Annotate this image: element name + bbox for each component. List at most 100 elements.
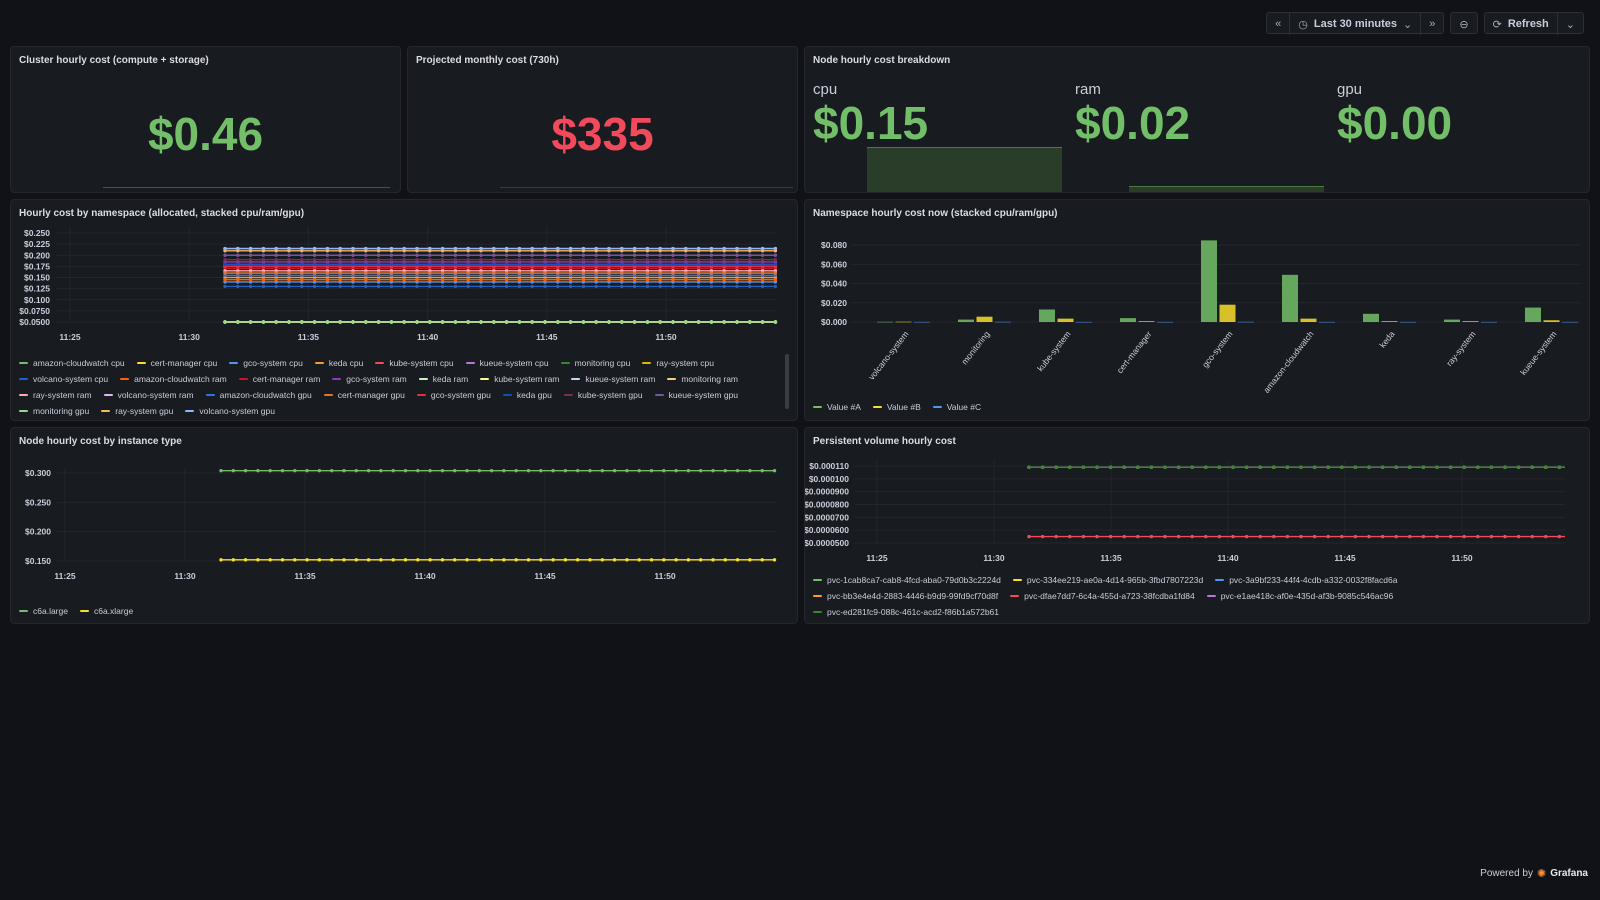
legend-item[interactable]: amazon-cloudwatch cpu	[19, 358, 125, 368]
legend-item[interactable]: ray-system ram	[19, 390, 92, 400]
legend-label: cert-manager cpu	[150, 358, 218, 368]
data-point	[632, 258, 637, 262]
legend-label: Value #A	[827, 402, 861, 412]
time-range-picker[interactable]: ◷ Last 30 minutes ⌄	[1290, 13, 1422, 35]
data-point	[1204, 465, 1208, 469]
data-point	[620, 271, 624, 275]
legend-item[interactable]: c6a.large	[19, 606, 68, 616]
legend-item[interactable]: kube-system ram	[480, 374, 559, 384]
data-point	[236, 246, 240, 251]
legend-item[interactable]: pvc-3a9bf233-44f4-4cdb-a332-0032f8facd6a	[1215, 575, 1397, 585]
legend-item[interactable]: Value #B	[872, 402, 921, 412]
data-point	[711, 558, 715, 562]
data-point	[415, 253, 419, 257]
data-point	[479, 271, 483, 275]
legend-item[interactable]: kueue-system gpu	[654, 390, 738, 400]
data-point	[453, 253, 458, 257]
legend-item[interactable]: kueue-system ram	[571, 374, 655, 384]
legend-item[interactable]: pvc-bb3e4e4d-2883-4446-b9d9-99fd9cf70d8f	[813, 591, 998, 601]
legend-item[interactable]: kueue-system cpu	[465, 358, 549, 368]
panel-pv-hourly-cost[interactable]: Persistent volume hourly cost $0.000110 $…	[804, 427, 1590, 624]
panel-cluster-hourly-cost[interactable]: Cluster hourly cost (compute + storage) …	[10, 46, 401, 193]
legend-item[interactable]: kube-system gpu	[563, 390, 643, 400]
data-point	[1448, 534, 1453, 539]
data-point	[671, 278, 675, 282]
legend-item[interactable]: kube-system cpu	[375, 358, 454, 368]
legend-item[interactable]: Value #C	[932, 402, 981, 412]
data-point	[274, 253, 278, 257]
legend-item[interactable]: monitoring gpu	[19, 406, 89, 416]
panel-node-cost-breakdown[interactable]: Node hourly cost breakdown cpu $0.15 ram…	[804, 46, 1590, 193]
panel-instance-type-cost[interactable]: Node hourly cost by instance type $0.300…	[10, 427, 798, 624]
data-point	[453, 320, 458, 324]
legend-item[interactable]: cert-manager gpu	[323, 390, 405, 400]
data-point	[671, 271, 675, 275]
y-tick-label: $0.040	[821, 279, 847, 289]
legend-item[interactable]: ray-system gpu	[101, 406, 173, 416]
legend-item[interactable]: volcano-system gpu	[185, 406, 275, 416]
data-point	[699, 468, 703, 473]
time-back-button[interactable]: «	[1267, 13, 1291, 35]
legend-swatch	[813, 594, 822, 598]
legend-swatch	[560, 361, 570, 365]
time-forward-button[interactable]: »	[1421, 13, 1443, 35]
legend-item[interactable]: amazon-cloudwatch gpu	[205, 390, 312, 400]
refresh-interval-dropdown[interactable]: ⌄	[1558, 13, 1583, 35]
legend-label: cert-manager gpu	[337, 390, 405, 400]
legend-item[interactable]: keda cpu	[314, 358, 363, 368]
legend-item[interactable]: ray-system cpu	[642, 358, 714, 368]
legend-swatch	[101, 409, 111, 413]
legend-swatch	[19, 361, 28, 365]
data-point	[1136, 534, 1140, 539]
data-point	[773, 284, 778, 289]
data-point	[612, 558, 617, 562]
data-point	[543, 258, 547, 262]
data-point	[1448, 465, 1453, 469]
legend-item[interactable]: pvc-334ee219-ae0a-4d14-965b-3fbd7807223d	[1012, 575, 1203, 585]
data-point	[530, 246, 534, 251]
data-point	[568, 284, 573, 289]
legend-item[interactable]: pvc-dfae7dd7-6c4a-455d-a723-38fcdba1fd84	[1010, 591, 1195, 601]
data-point	[581, 262, 586, 266]
data-point	[243, 468, 248, 473]
panel-ns-cost-now-bar[interactable]: Namespace hourly cost now (stacked cpu/r…	[804, 199, 1590, 421]
legend-item[interactable]: amazon-cloudwatch ram	[120, 374, 227, 384]
data-point	[504, 278, 509, 282]
data-point	[1081, 534, 1086, 539]
legend-label: volcano-system gpu	[199, 406, 275, 416]
legend-swatch	[1215, 578, 1225, 582]
legend-item[interactable]: gco-system cpu	[229, 358, 303, 368]
legend-item[interactable]: pvc-1cab8ca7-cab8-4fcd-aba0-79d0b3c2224d	[813, 575, 1001, 585]
data-point	[1272, 534, 1276, 539]
legend-item[interactable]: keda gpu	[502, 390, 552, 400]
legend-item[interactable]: pvc-e1ae418c-af0e-435d-af3b-9085c546ac96	[1206, 591, 1393, 601]
legend-item[interactable]: pvc-ed281fc9-088c-461c-acd2-f86b1a572b61	[813, 607, 999, 617]
legend-item[interactable]: gco-system gpu	[416, 390, 491, 400]
legend-item[interactable]: cert-manager cpu	[136, 358, 218, 368]
zoom-out-button[interactable]: ⊖	[1451, 13, 1476, 35]
panel-projected-monthly-cost[interactable]: Projected monthly cost (730h) $335	[407, 46, 798, 193]
legend-item[interactable]: monitoring ram	[667, 374, 738, 384]
legend-item[interactable]: volcano-system cpu	[19, 374, 108, 384]
data-point	[440, 253, 445, 257]
data-point	[711, 468, 715, 473]
panel-ns-hourly-cost-timeseries[interactable]: Hourly cost by namespace (allocated, sta…	[10, 199, 798, 421]
legend-label: amazon-cloudwatch gpu	[219, 390, 312, 400]
data-point	[391, 558, 395, 562]
x-tick-label: 11:45	[1334, 553, 1356, 563]
bar	[1462, 321, 1479, 322]
refresh-button[interactable]: ⟳ Refresh	[1485, 13, 1558, 35]
legend-item[interactable]: gco-system ram	[332, 374, 407, 384]
legend-scrollbar[interactable]	[785, 354, 789, 409]
legend-item[interactable]: cert-manager ram	[238, 374, 320, 384]
data-point	[248, 253, 253, 257]
data-point	[1054, 534, 1058, 539]
bar	[1363, 313, 1379, 322]
legend-item[interactable]: volcano-system ram	[103, 390, 194, 400]
legend-item[interactable]: monitoring cpu	[560, 358, 630, 368]
legend-item[interactable]: keda ram	[418, 374, 468, 384]
data-point	[248, 246, 253, 251]
bar	[1400, 321, 1416, 323]
legend-item[interactable]: Value #A	[813, 402, 861, 412]
legend-item[interactable]: c6a.xlarge	[79, 606, 133, 616]
